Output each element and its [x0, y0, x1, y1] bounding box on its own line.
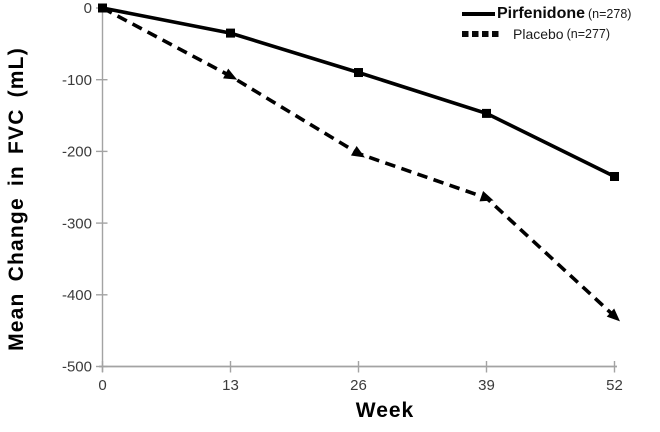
series-line-placebo	[101, 6, 616, 318]
legend-series-n: (n=278)	[588, 7, 632, 21]
y-axis-tick-label: 0	[84, 0, 92, 17]
data-point-marker-placebo	[350, 146, 365, 158]
x-axis-title: Week	[355, 399, 415, 422]
legend-series-n: (n=277)	[566, 27, 611, 41]
y-axis-tick-label: -300	[62, 215, 92, 232]
x-axis-tick-label: 39	[478, 377, 495, 394]
y-axis-tick-label: -200	[62, 144, 92, 161]
legend-series-name: Placebo	[513, 26, 564, 42]
x-axis-tick-label: 0	[98, 377, 106, 394]
legend-series-name: Pirfenidone	[497, 5, 586, 22]
y-axis-tick-label: -400	[62, 287, 92, 304]
x-axis-tick-label: 26	[350, 377, 367, 394]
data-point-marker-placebo	[479, 190, 494, 202]
legend-item-placebo: Placebo (n=277)	[462, 26, 631, 42]
x-axis-tick-label: 52	[606, 377, 623, 394]
legend: Pirfenidone (n=278) Placebo (n=277)	[462, 5, 631, 42]
solid-line-swatch	[462, 11, 495, 17]
y-axis-title: Mean Change in FVC (mL)	[5, 47, 28, 351]
dotted-line-swatch	[462, 31, 499, 37]
x-axis-tick-label: 13	[222, 377, 239, 394]
data-point-marker-placebo	[223, 68, 238, 80]
y-axis-tick-label: -500	[62, 359, 92, 376]
data-point-marker-pirfenidone	[226, 28, 235, 38]
data-point-marker-pirfenidone	[610, 171, 619, 181]
data-point-marker-placebo	[606, 308, 621, 322]
data-point-marker-pirfenidone	[354, 68, 363, 78]
data-point-marker-pirfenidone	[98, 3, 107, 13]
legend-item-pirfenidone: Pirfenidone (n=278)	[462, 5, 631, 23]
data-point-marker-pirfenidone	[482, 108, 491, 118]
y-axis-tick-label: -100	[62, 72, 92, 89]
